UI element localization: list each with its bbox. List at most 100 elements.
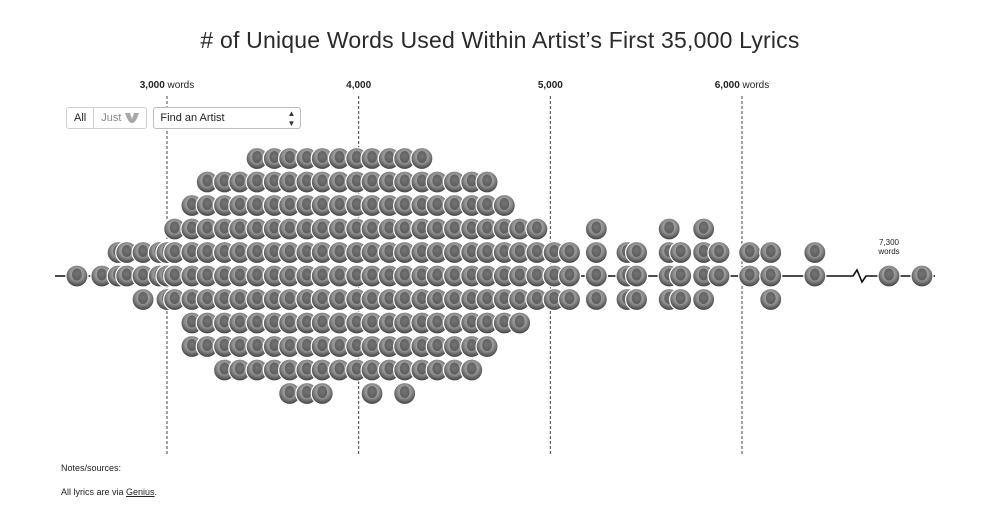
artist-point[interactable] (65, 264, 89, 288)
artist-point[interactable] (393, 170, 417, 194)
artist-point[interactable] (360, 193, 384, 218)
artist-point[interactable] (131, 287, 155, 312)
artist-point[interactable] (195, 240, 219, 265)
artist-point[interactable] (425, 170, 449, 194)
artist-point[interactable] (442, 170, 467, 194)
artist-point[interactable] (425, 193, 449, 218)
artist-point[interactable] (228, 240, 252, 265)
artist-point[interactable] (327, 334, 352, 359)
artist-point[interactable] (278, 358, 302, 382)
artist-point[interactable] (759, 287, 783, 312)
artist-point[interactable] (692, 217, 716, 241)
artist-point[interactable] (310, 240, 334, 265)
artist-point[interactable] (669, 287, 693, 312)
artist-point[interactable] (393, 146, 417, 171)
artist-point[interactable] (163, 217, 187, 241)
artist-point[interactable] (738, 240, 762, 265)
artist-point[interactable] (425, 264, 449, 288)
artist-point[interactable] (393, 381, 417, 406)
artist-point[interactable] (245, 287, 269, 312)
artist-point[interactable] (803, 240, 827, 265)
artist-point[interactable] (163, 240, 187, 265)
artist-point[interactable] (115, 240, 139, 265)
artist-point[interactable] (425, 334, 449, 359)
toggle-just-wu-tang-button[interactable]: Just (93, 108, 147, 128)
artist-point[interactable] (707, 264, 731, 288)
artist-point[interactable] (327, 146, 352, 171)
artist-point[interactable] (475, 170, 499, 194)
artist-point[interactable] (278, 146, 302, 171)
artist-point[interactable] (131, 240, 155, 265)
artist-point[interactable] (707, 240, 731, 265)
artist-point[interactable] (360, 264, 384, 288)
artist-point[interactable] (508, 287, 532, 312)
artist-point[interactable] (228, 311, 252, 335)
artist-point[interactable] (557, 264, 582, 288)
artist-point[interactable] (475, 264, 499, 288)
artist-point[interactable] (278, 334, 302, 359)
artist-point[interactable] (245, 358, 269, 382)
artist-point[interactable] (803, 264, 827, 288)
artist-point[interactable] (525, 264, 549, 288)
artist-point[interactable] (584, 287, 608, 312)
artist-point[interactable] (669, 240, 693, 265)
artist-point[interactable] (327, 240, 352, 265)
artist-point[interactable] (245, 311, 269, 335)
artist-point[interactable] (310, 170, 334, 194)
artist-point[interactable] (525, 240, 549, 265)
artist-point[interactable] (195, 334, 219, 359)
artist-point[interactable] (508, 264, 532, 288)
artist-point[interactable] (327, 358, 352, 382)
artist-point[interactable] (360, 311, 384, 335)
artist-point[interactable] (393, 264, 417, 288)
artist-point[interactable] (759, 264, 783, 288)
find-artist-select[interactable]: Find an Artist ▲ ▼ (153, 107, 302, 129)
artist-point[interactable] (228, 358, 252, 382)
artist-point[interactable] (584, 264, 608, 288)
artist-point[interactable] (360, 146, 384, 171)
artist-point[interactable] (425, 217, 449, 241)
artist-point[interactable] (90, 264, 114, 288)
artist-point[interactable] (624, 264, 649, 288)
artist-point[interactable] (624, 240, 649, 265)
artist-point[interactable] (327, 264, 352, 288)
genius-link[interactable]: Genius (126, 487, 155, 497)
artist-point[interactable] (877, 264, 901, 288)
artist-point[interactable] (195, 193, 219, 218)
artist-point[interactable] (525, 217, 549, 241)
artist-point[interactable] (692, 287, 716, 312)
artist-point[interactable] (410, 146, 434, 171)
artist-point[interactable] (310, 146, 334, 171)
artist-point[interactable] (310, 193, 334, 218)
artist-point[interactable] (228, 217, 252, 241)
artist-point[interactable] (310, 381, 334, 406)
artist-point[interactable] (360, 170, 384, 194)
artist-point[interactable] (738, 264, 762, 288)
artist-point[interactable] (508, 311, 532, 335)
artist-point[interactable] (393, 240, 417, 265)
artist-point[interactable] (442, 264, 467, 288)
artist-point[interactable] (360, 240, 384, 265)
artist-point[interactable] (245, 146, 269, 171)
artist-point[interactable] (393, 358, 417, 382)
artist-point[interactable] (475, 334, 499, 359)
artist-point[interactable] (163, 287, 187, 312)
artist-point[interactable] (245, 217, 269, 241)
toggle-all-button[interactable]: All (67, 108, 94, 128)
artist-point[interactable] (245, 334, 269, 359)
artist-point[interactable] (442, 240, 467, 265)
artist-point[interactable] (327, 311, 352, 335)
artist-point[interactable] (475, 193, 499, 218)
artist-point[interactable] (195, 217, 219, 241)
artist-point[interactable] (624, 287, 649, 312)
artist-point[interactable] (442, 217, 467, 241)
artist-point[interactable] (360, 217, 384, 241)
artist-point[interactable] (508, 217, 532, 241)
artist-point[interactable] (245, 240, 269, 265)
artist-point[interactable] (557, 287, 582, 312)
artist-point[interactable] (278, 264, 302, 288)
artist-point[interactable] (393, 287, 417, 312)
artist-point[interactable] (228, 334, 252, 359)
artist-point[interactable] (425, 287, 449, 312)
artist-point[interactable] (278, 217, 302, 241)
